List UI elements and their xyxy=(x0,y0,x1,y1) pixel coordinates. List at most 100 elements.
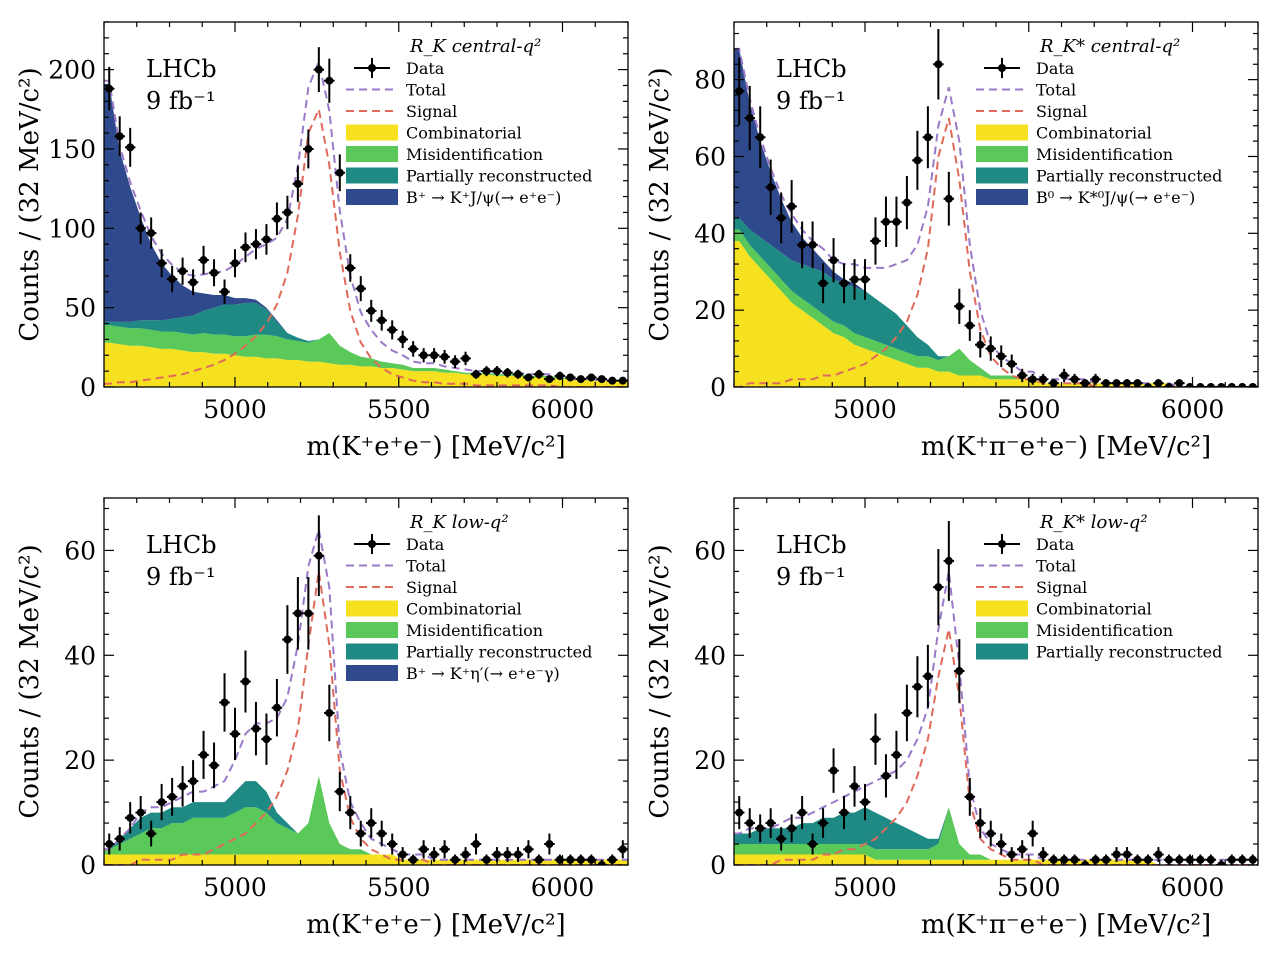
data-point xyxy=(807,833,818,855)
data-point xyxy=(912,130,923,190)
x-tick-label: 6000 xyxy=(1161,873,1225,902)
signal-curve xyxy=(734,628,1258,865)
legend-label: Misidentification xyxy=(406,145,543,164)
data-point xyxy=(135,795,146,830)
data-point xyxy=(481,854,492,865)
legend-entry: Combinatorial xyxy=(346,124,522,143)
data-point xyxy=(838,795,850,830)
data-point xyxy=(240,650,251,713)
data-point xyxy=(271,678,283,737)
data-point xyxy=(565,854,576,865)
legend-entry: Signal xyxy=(976,102,1087,121)
data-point xyxy=(407,341,419,357)
data-point xyxy=(229,707,241,761)
data-point xyxy=(366,299,377,322)
legend-swatch-component xyxy=(346,146,398,162)
data-point xyxy=(954,639,965,703)
legend-entry: Signal xyxy=(346,102,457,121)
data-point xyxy=(1111,847,1122,862)
data-point xyxy=(428,348,440,363)
signal-curve xyxy=(734,117,1258,387)
x-tick-label: 6000 xyxy=(1161,395,1225,424)
y-axis-title: Counts / (32 MeV/c²) xyxy=(15,544,45,818)
data-point xyxy=(1027,820,1038,847)
x-tick-label: 6000 xyxy=(531,873,595,902)
legend-label: Data xyxy=(1036,535,1075,554)
y-axis-title: Counts / (32 MeV/c²) xyxy=(15,67,45,341)
data-point xyxy=(460,351,471,366)
data-point xyxy=(901,684,913,742)
legend-entry: Misidentification xyxy=(346,145,543,164)
legend-entry: Data xyxy=(354,58,445,78)
legend-swatch-component xyxy=(976,124,1028,141)
experiment-label: LHCb xyxy=(146,531,217,559)
data-point xyxy=(1037,373,1049,385)
data-point xyxy=(1174,379,1185,387)
legend-swatch-component xyxy=(976,622,1028,638)
legend-label: Signal xyxy=(1036,102,1087,121)
data-point xyxy=(1090,854,1101,865)
data-point xyxy=(891,730,902,779)
x-tick-label: 5000 xyxy=(203,873,267,902)
data-point xyxy=(544,375,555,384)
experiment-label: LHCb xyxy=(146,55,217,83)
data-point xyxy=(282,195,293,230)
data-point xyxy=(324,58,335,103)
y-tick-label: 40 xyxy=(64,641,96,670)
data-point xyxy=(985,820,996,847)
y-tick-label: 150 xyxy=(48,135,96,164)
data-point xyxy=(470,833,482,855)
legend-entry: Total xyxy=(346,81,446,100)
data-point xyxy=(575,854,587,865)
data-point xyxy=(554,371,566,381)
y-tick-label: 60 xyxy=(694,142,726,171)
legend-swatch-component xyxy=(346,189,398,205)
data-point xyxy=(261,713,272,765)
data-point xyxy=(734,57,745,125)
data-point xyxy=(1100,379,1112,387)
legend: R_K* low-q² Data Total Signal Combinatorial M… xyxy=(976,512,1222,662)
y-tick-label: 0 xyxy=(80,851,96,880)
x-axis-title: m(K⁺π⁻e⁺e⁻) [MeV/c²] xyxy=(921,910,1211,940)
legend-entry: Partially reconstructed xyxy=(976,643,1222,662)
data-point xyxy=(1048,854,1059,865)
legend-entry: Total xyxy=(976,557,1076,576)
data-point xyxy=(502,367,513,378)
y-tick-label: 0 xyxy=(710,851,726,880)
data-point xyxy=(1132,379,1143,387)
legend-entry: Signal xyxy=(346,578,457,597)
data-point xyxy=(1205,854,1217,865)
data-point xyxy=(355,820,366,847)
data-point xyxy=(491,366,503,377)
x-tick-label: 5500 xyxy=(367,873,431,902)
data-point xyxy=(145,217,157,249)
data-point xyxy=(849,766,860,807)
y-tick-label: 20 xyxy=(694,296,726,325)
data-point xyxy=(386,833,398,855)
total-curve xyxy=(734,47,1258,387)
data-point xyxy=(376,310,387,331)
data-point xyxy=(512,369,524,379)
data-point xyxy=(345,254,356,282)
signal-curve xyxy=(104,105,628,387)
data-point xyxy=(198,730,209,779)
legend-label: Partially reconstructed xyxy=(1036,643,1222,662)
data-point xyxy=(1016,840,1028,859)
data-point xyxy=(460,847,471,862)
legend-entry: B⁺ → K⁺η′(→ e⁺e⁻γ) xyxy=(346,664,560,683)
y-tick-label: 60 xyxy=(64,536,96,565)
data-point xyxy=(754,814,766,843)
legend-label: Misidentification xyxy=(1036,145,1173,164)
luminosity-label: 9 fb⁻¹ xyxy=(776,563,845,591)
data-point xyxy=(271,202,283,236)
x-tick-label: 5500 xyxy=(367,395,431,424)
panel-bottom-left: 5000 5500 6000 0 20 40 60 m(K⁺e⁺e⁻) [MeV/c²] Cou… xyxy=(15,497,629,940)
data-point xyxy=(786,180,797,233)
component-partially-reconstructed xyxy=(104,302,628,381)
data-point xyxy=(786,814,797,843)
data-point xyxy=(765,159,776,215)
data-point xyxy=(250,229,262,260)
x-tick-label: 6000 xyxy=(531,395,595,424)
component-combinatorial xyxy=(734,241,1258,387)
data-point xyxy=(807,221,818,269)
